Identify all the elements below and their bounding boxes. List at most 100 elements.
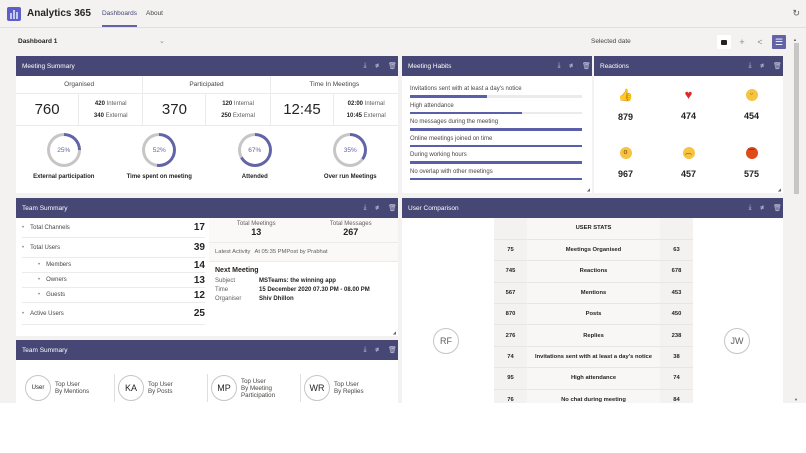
next-meeting-title: Next Meeting (215, 267, 259, 274)
panel-title: Reactions (600, 62, 629, 70)
table-row: 95 High attendance 74 (494, 367, 693, 390)
heart-icon: ♥ (684, 87, 693, 102)
right-value: 453 (660, 282, 693, 305)
download-icon[interactable]: ⤓ (557, 62, 561, 69)
latest-activity-value: At 05:35 PMPost by Prabhat (254, 249, 328, 255)
filter-icon[interactable]: ≢ (760, 62, 767, 70)
bottom-blank-area (0, 403, 806, 453)
scroll-up-icon[interactable]: ▲ (793, 37, 797, 42)
resize-handle[interactable]: ◢ (777, 187, 781, 192)
page-scrollbar[interactable]: ▲ (792, 37, 800, 404)
list-item: Total Users 39 (22, 238, 205, 258)
list-item: Total Channels 17 (22, 218, 205, 238)
top-user-category: By Replies (334, 388, 364, 395)
download-icon[interactable]: ⤓ (748, 204, 752, 211)
download-icon[interactable]: ⤓ (363, 346, 367, 353)
gauge-label: Over run Meetings (323, 174, 377, 180)
left-value: 74 (494, 346, 527, 369)
internal-label: Internal (233, 100, 254, 107)
filter-icon[interactable]: ≢ (569, 62, 576, 70)
tab-dashboards[interactable]: Dashboards (101, 0, 138, 28)
habit-item: High attendance (410, 102, 582, 114)
top-user-replies[interactable]: WR Top User By Replies (301, 374, 394, 402)
list-icon[interactable]: ☰ (772, 35, 786, 49)
reaction-item: o 967 (594, 134, 657, 192)
subject-value: MSTeams: the winning app (259, 277, 336, 284)
filter-icon[interactable]: ≢ (375, 346, 382, 354)
app-title: Analytics 365 (27, 8, 91, 19)
habit-label: During working hours (410, 152, 467, 158)
internal-value: 420 (94, 100, 105, 107)
delete-icon[interactable]: 🗑 (388, 347, 397, 354)
list-item: Owners 13 (22, 273, 205, 288)
top-user-label: Top User (148, 381, 173, 388)
avatar: MP (211, 375, 237, 401)
filter-icon[interactable]: ≢ (760, 204, 767, 212)
reaction-count: 879 (617, 112, 634, 122)
download-icon[interactable]: ⤓ (748, 62, 752, 69)
reaction-item: ︶ 575 (720, 134, 783, 192)
download-icon[interactable]: ⤓ (363, 62, 367, 69)
item-label: Members (38, 262, 71, 268)
resize-handle[interactable]: ◢ (586, 187, 590, 192)
filter-icon[interactable]: ≢ (375, 62, 382, 70)
total-messages: Total Messages 267 (304, 218, 399, 242)
share-icon[interactable]: < (757, 37, 763, 47)
selected-date-label[interactable]: Selected date (591, 38, 631, 45)
total-meetings-value: 13 (251, 227, 262, 237)
dashboard-toolbar: Dashboard 1 ⌄ Selected date + < ☰ (0, 29, 806, 55)
top-user-posts[interactable]: KA Top User By Posts (115, 374, 208, 402)
gauge-over-run: 35% Over run Meetings (303, 126, 399, 193)
habit-item: No messages during the meeting (410, 118, 582, 131)
gauge-value: 25% (57, 146, 71, 154)
delete-icon[interactable]: 🗑 (388, 63, 397, 70)
list-item: Guests 12 (22, 288, 205, 303)
right-user-avatar: JW (724, 328, 750, 354)
habit-item: Invitations sent with at least a day's n… (410, 85, 582, 98)
top-user-label: Top User (55, 381, 80, 388)
right-value: 63 (660, 239, 693, 262)
reaction-count: 454 (743, 111, 760, 121)
stat-label: High attendance (527, 367, 660, 390)
refresh-icon[interactable]: ↻ (792, 8, 800, 18)
item-value: 14 (193, 259, 205, 271)
scroll-thumb[interactable] (794, 43, 799, 194)
scroll-down-icon[interactable]: ▼ (794, 397, 798, 402)
gauge-time-spent: 52% Time spent on meeting (112, 126, 208, 193)
calendar-icon[interactable] (717, 35, 731, 49)
internal-value: 02:00 (347, 100, 363, 107)
external-value: 10:45 (346, 112, 362, 119)
total-messages-value: 267 (343, 227, 359, 237)
habit-progress-bar (410, 128, 582, 131)
delete-icon[interactable]: 🗑 (582, 63, 591, 70)
download-icon[interactable]: ⤓ (363, 204, 367, 211)
delete-icon[interactable]: 🗑 (388, 205, 397, 212)
reaction-count: 457 (680, 169, 697, 179)
stat-header: Organised (16, 76, 143, 94)
item-label: Active Users (22, 311, 64, 317)
stat-header: Participated (143, 76, 270, 94)
filter-icon[interactable]: ≢ (375, 204, 382, 212)
habit-label: High attendance (410, 102, 454, 109)
user-comparison-panel: User Comparison ⤓ ≢ 🗑 RF JW USER STATS 75 M… (402, 198, 783, 403)
plus-icon[interactable]: + (739, 37, 745, 47)
top-user-category: By Mentions (55, 388, 90, 395)
gauge-value: 35% (343, 146, 357, 154)
delete-icon[interactable]: 🗑 (773, 205, 782, 212)
tab-about[interactable]: About (146, 9, 163, 17)
top-user-meeting-participation[interactable]: MP Top User By Meeting Participation (208, 374, 301, 402)
stat-label: Invitations sent with at least a day's n… (527, 346, 660, 369)
panel-header: Team Summary ⤓ ≢ 🗑 (16, 198, 398, 218)
latest-activity: Latest Activity At 05:35 PMPost by Prabha… (209, 243, 398, 262)
chevron-down-icon[interactable]: ⌄ (159, 38, 165, 45)
progress-ring: 67% (237, 133, 272, 167)
dashboard-select[interactable]: Dashboard 1 (18, 38, 58, 45)
resize-handle[interactable]: ◢ (392, 330, 396, 335)
reaction-item: 👍 879 (594, 76, 657, 134)
top-user-mentions[interactable]: User Top User By Mentions (22, 374, 115, 402)
external-label: External (232, 112, 255, 119)
delete-icon[interactable]: 🗑 (773, 63, 782, 70)
top-user-category: By Meeting (241, 384, 272, 392)
time-label: Time (215, 286, 229, 293)
